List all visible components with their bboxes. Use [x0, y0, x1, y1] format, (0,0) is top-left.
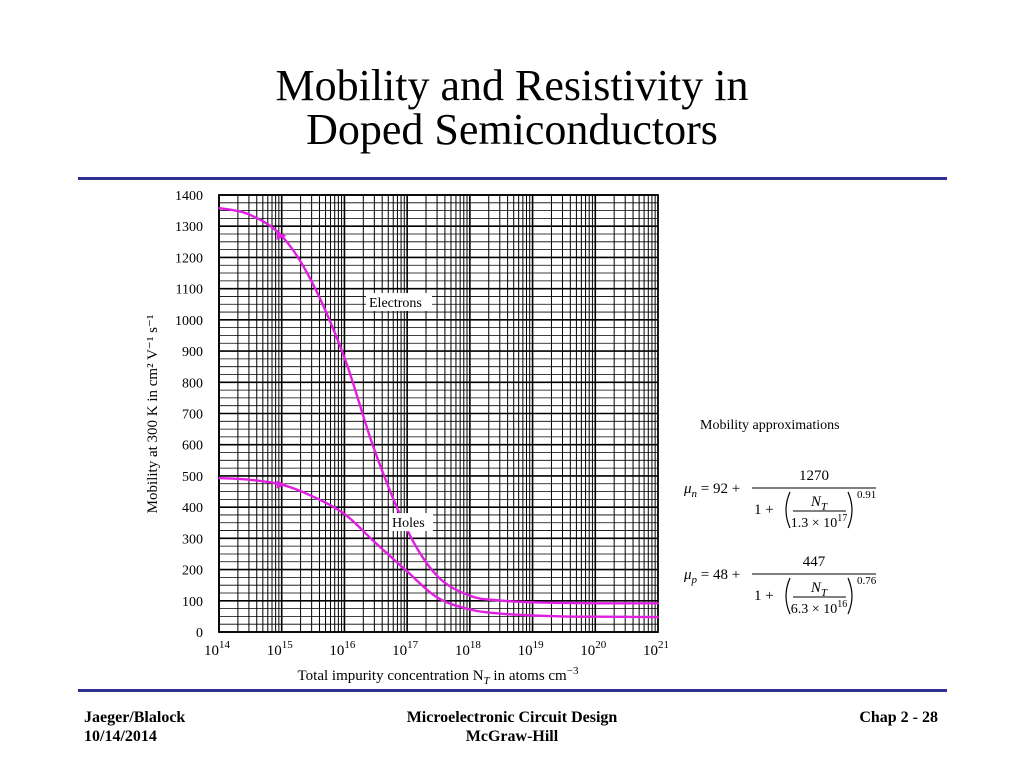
hole-mobility-formula-power: 0.76	[857, 575, 877, 587]
data-point-holes	[248, 478, 250, 481]
x-tick-label: 1015	[267, 639, 294, 659]
chart-grid	[218, 194, 658, 633]
series-label-electrons-bg	[366, 293, 432, 311]
data-point-electrons	[468, 594, 471, 597]
slide-title: Mobility and Resistivity in Doped Semico…	[0, 64, 1024, 152]
data-point-holes	[406, 570, 409, 573]
data-point-holes	[594, 615, 597, 618]
y-tick-label: 1000	[175, 314, 203, 329]
y-tick-label: 1200	[175, 251, 203, 266]
data-point-holes	[343, 513, 346, 515]
data-point-electrons	[436, 574, 438, 577]
electron-mobility-formula-numerator: 1270	[799, 468, 829, 484]
y-tick-label: 900	[182, 345, 203, 360]
chart-axes	[218, 194, 659, 633]
data-point-holes	[531, 614, 534, 617]
data-point-holes	[468, 608, 471, 611]
y-tick-label: 0	[196, 626, 203, 641]
data-point-electrons	[561, 602, 564, 604]
hole-mobility-formula-denominator: 6.3 × 1016	[791, 599, 847, 617]
series-label-holes: Holes	[392, 516, 425, 531]
bottom-divider	[78, 689, 947, 692]
data-point-holes	[218, 477, 220, 480]
y-tick-label: 700	[182, 408, 203, 423]
data-point-electrons	[343, 356, 346, 359]
chart-series	[218, 206, 659, 619]
x-tick-label: 1016	[329, 639, 356, 659]
series-label-electrons: Electrons	[369, 296, 422, 311]
data-point-electrons	[218, 207, 220, 210]
y-tick-label: 200	[182, 564, 203, 579]
x-axis-label: Total impurity concentration NT in atoms…	[298, 665, 579, 687]
y-tick-label: 1400	[175, 189, 203, 204]
approximations-title: Mobility approximations	[700, 418, 840, 433]
y-tick-label: 100	[182, 595, 203, 610]
data-point-holes	[657, 616, 659, 618]
x-tick-label: 1014	[204, 639, 231, 659]
hole-mobility-formula: μp = 48 + 447 1 + NT6.3 × 1016 0.76	[683, 554, 877, 617]
footer-publisher: McGraw-Hill	[465, 728, 559, 745]
electron-mobility-formula-denominator: 1.3 × 1017	[791, 513, 847, 531]
slide-title-line-2: Doped Semiconductors	[306, 105, 718, 154]
top-divider	[78, 177, 947, 180]
data-point-electrons	[498, 599, 501, 602]
electron-mobility-formula-one-plus: 1 +	[754, 502, 774, 518]
footer-date: 10/14/2014	[84, 728, 157, 745]
hole-mobility-formula-numerator: 447	[803, 554, 826, 570]
footer-author: Jaeger/Blalock	[84, 709, 186, 726]
series-line-electrons	[218, 206, 659, 605]
y-axis-label: Mobility at 300 K in cm² V⁻¹ s⁻¹	[145, 315, 161, 514]
data-point-holes	[498, 612, 501, 615]
slide-title-line-1: Mobility and Resistivity in	[275, 61, 749, 110]
hole-mobility-formula-left-paren	[785, 577, 791, 615]
footer-book: Microelectronic Circuit Design McGraw-Hi…	[0, 708, 1024, 746]
x-tick-label: 1017	[392, 639, 419, 659]
data-point-electrons	[373, 448, 376, 451]
data-point-electrons	[531, 601, 534, 604]
hole-mobility-formula-right-paren	[847, 577, 853, 615]
y-tick-label: 500	[182, 470, 203, 485]
y-tick-label: 800	[182, 376, 203, 391]
x-tick-label: 1021	[643, 639, 669, 659]
data-point-holes	[561, 615, 564, 618]
hole-mobility-formula-nt: NT	[810, 580, 828, 599]
y-tick-label: 600	[182, 439, 203, 454]
data-point-holes	[310, 495, 313, 497]
data-point-electrons	[657, 602, 659, 605]
electron-mobility-formula-nt: NT	[810, 494, 828, 513]
mobility-approximations: Mobility approximations μn = 92 + 1270 1 + N…	[683, 418, 877, 617]
plot-frame	[218, 194, 659, 633]
hole-mobility-formula-one-plus: 1 +	[754, 588, 774, 604]
x-tick-label: 1018	[455, 639, 482, 659]
y-tick-label: 400	[182, 501, 203, 516]
y-tick-label: 1100	[176, 283, 203, 298]
electron-mobility-formula-lhs: μn = 92 +	[683, 481, 740, 500]
hole-mobility-formula-lhs: μp = 48 +	[683, 567, 740, 586]
y-tick-label: 1300	[175, 220, 203, 235]
electron-mobility-formula-right-paren	[847, 491, 853, 529]
footer-book-title: Microelectronic Circuit Design	[406, 709, 618, 726]
series-marker-electrons	[276, 231, 287, 240]
data-point-electrons	[310, 280, 313, 283]
electron-mobility-formula-power: 0.91	[857, 489, 876, 501]
electron-mobility-formula: μn = 92 + 1270 1 + NT1.3 × 1017 0.91	[683, 468, 876, 531]
y-tick-label: 300	[182, 532, 203, 547]
series-marker-holes	[276, 480, 287, 489]
data-point-electrons	[248, 213, 250, 216]
electron-mobility-formula-left-paren	[785, 491, 791, 529]
x-tick-label: 1019	[518, 639, 545, 659]
footer-chapter: Chap 2 - 28	[859, 709, 938, 726]
series-label-holes-bg	[389, 513, 433, 531]
data-point-electrons	[594, 602, 597, 605]
data-point-holes	[373, 540, 376, 543]
data-point-holes	[436, 596, 438, 599]
x-tick-label: 1020	[580, 639, 607, 659]
footer-author-date: Jaeger/Blalock 10/14/2014	[84, 708, 185, 746]
